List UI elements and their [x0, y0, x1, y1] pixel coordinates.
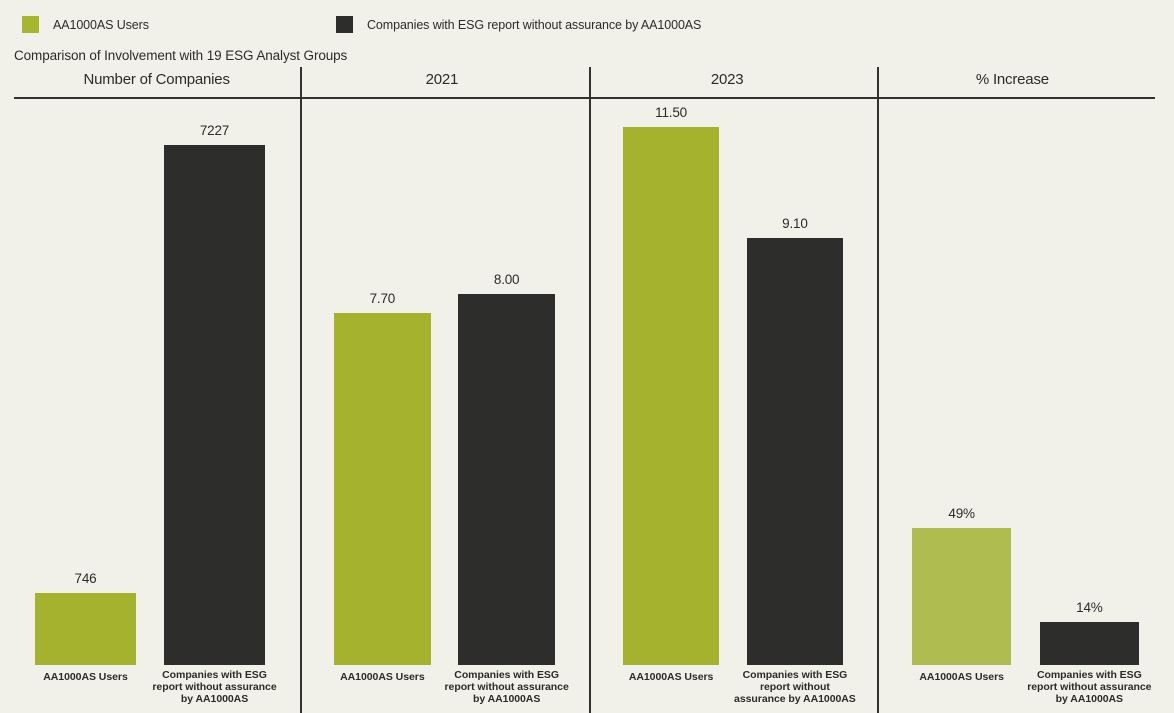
bar-slot-g1-users: 7.70 AA1000AS Users — [320, 99, 444, 713]
bar-label-g3-no-assurance: Companies with ESG report without assura… — [1027, 669, 1152, 705]
bar-label-g1-no-assurance: Companies with ESG report without assura… — [444, 669, 569, 705]
bar-value-g2-no-assurance: 9.10 — [782, 216, 808, 231]
bar-rect-g2-users[interactable] — [622, 127, 720, 665]
panel-divider-2 — [589, 67, 591, 713]
bar-rect-g3-no-assurance[interactable] — [1039, 622, 1140, 665]
bar-value-g2-users: 11.50 — [655, 105, 687, 120]
bar-slot-g3-no-assurance: 14% Companies with ESG report without as… — [1026, 99, 1154, 713]
bar-rect-g2-no-assurance[interactable] — [746, 238, 844, 665]
panel-percent-increase: 49% AA1000AS Users 14% Companies with ES… — [877, 99, 1174, 713]
bar-label-g0-users: AA1000AS Users — [43, 671, 128, 683]
legend-label-no-assurance: Companies with ESG report without assura… — [367, 17, 702, 32]
bar-column-g0-users: 746 — [21, 571, 150, 665]
bar-column-g3-users: 49% — [898, 506, 1026, 665]
group-header-number-of-companies: Number of Companies — [83, 71, 230, 88]
bar-value-g0-users: 746 — [74, 571, 97, 586]
bar-rect-g1-users[interactable] — [333, 313, 431, 665]
bar-slot-g3-users: 49% AA1000AS Users — [898, 99, 1026, 713]
bar-slot-g0-no-assurance: 7227 Companies with ESG report without a… — [150, 99, 279, 713]
bar-rect-g1-no-assurance[interactable] — [458, 294, 556, 665]
bar-label-g2-users: AA1000AS Users — [628, 671, 714, 683]
panel-divider-1 — [300, 67, 302, 713]
bar-value-g1-users: 7.70 — [369, 291, 396, 306]
bar-label-g1-users: AA1000AS Users — [340, 671, 425, 683]
bar-value-g3-no-assurance: 14% — [1076, 600, 1103, 615]
group-header-percent-increase: % Increase — [975, 71, 1049, 88]
bar-column-g2-no-assurance: 9.10 — [733, 216, 857, 665]
legend-item-aa1000as-users: AA1000AS Users — [22, 16, 149, 33]
bar-label-g0-no-assurance: Companies with ESG report without assura… — [152, 669, 277, 705]
bar-column-g1-users: 7.70 — [320, 291, 444, 665]
bar-slot-g0-users: 746 AA1000AS Users — [21, 99, 150, 713]
legend-item-no-assurance: Companies with ESG report without assura… — [336, 16, 701, 33]
chart-subtitle: Comparison of Involvement with 19 ESG An… — [14, 48, 348, 63]
bar-column-g3-no-assurance: 14% — [1026, 600, 1154, 665]
chart-plot-area: 746 AA1000AS Users 7227 Companies with E… — [0, 99, 1174, 713]
panel-2023: 11.50 AA1000AS Users 9.10 Companies with… — [589, 99, 877, 713]
bar-column-g1-no-assurance: 8.00 — [445, 272, 569, 665]
group-header-2021: 2021 — [425, 71, 459, 88]
bar-slot-g2-users: 11.50 AA1000AS Users — [609, 99, 733, 713]
bar-label-g3-users: AA1000AS Users — [919, 671, 1004, 683]
bar-value-g3-users: 49% — [948, 506, 975, 521]
bar-rect-g0-no-assurance[interactable] — [164, 145, 265, 665]
group-header-row: Number of Companies 2021 2023 % Increase — [14, 66, 1155, 99]
legend-swatch-green-icon — [22, 16, 39, 33]
legend-label-aa1000as-users: AA1000AS Users — [53, 17, 149, 32]
bar-rect-g3-users[interactable] — [911, 528, 1012, 665]
group-header-2023: 2023 — [710, 71, 744, 88]
bar-slot-g1-no-assurance: 8.00 Companies with ESG report without a… — [445, 99, 569, 713]
chart-legend: AA1000AS Users Companies with ESG report… — [0, 0, 1174, 46]
header-rule-divider — [14, 97, 1155, 99]
panel-number-of-companies: 746 AA1000AS Users 7227 Companies with E… — [0, 99, 300, 713]
bar-label-g2-no-assurance: Companies with ESG report without assura… — [734, 669, 856, 705]
bar-column-g0-no-assurance: 7227 — [150, 123, 279, 665]
bar-slot-g2-no-assurance: 9.10 Companies with ESG report without a… — [733, 99, 857, 713]
bar-value-g1-no-assurance: 8.00 — [493, 272, 520, 287]
bar-value-g0-no-assurance: 7227 — [199, 123, 230, 138]
legend-swatch-dark-icon — [336, 16, 353, 33]
panel-2021: 7.70 AA1000AS Users 8.00 Companies with … — [300, 99, 589, 713]
bar-column-g2-users: 11.50 — [609, 105, 733, 665]
bar-rect-g0-users[interactable] — [35, 593, 136, 665]
panel-divider-3 — [877, 67, 879, 713]
